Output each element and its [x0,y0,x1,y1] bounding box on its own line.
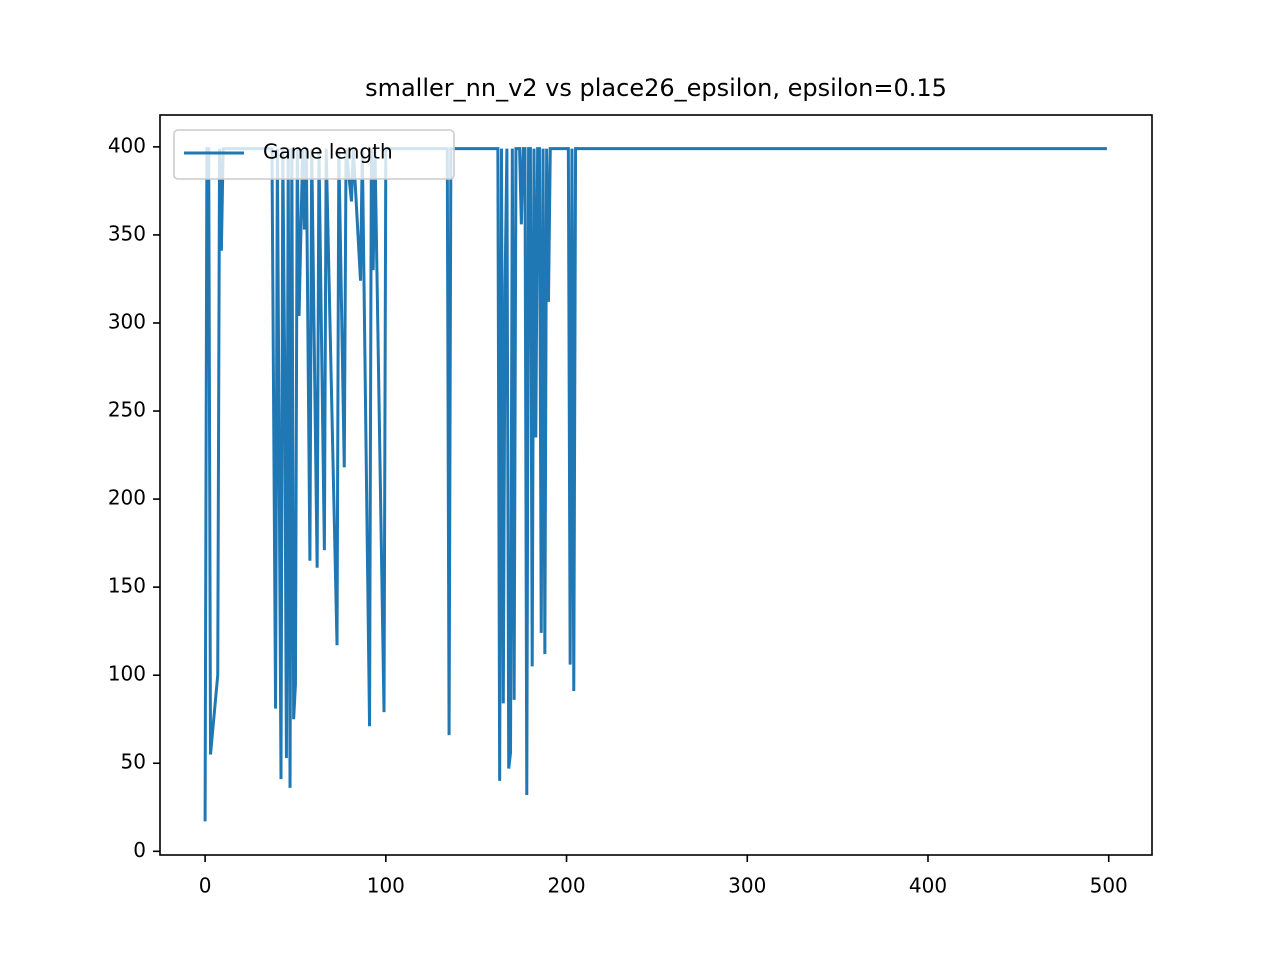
x-tick-label: 0 [199,874,212,898]
y-tick-label: 350 [108,221,146,245]
chart-title: smaller_nn_v2 vs place26_epsilon, epsilo… [365,74,947,102]
y-tick-label: 100 [108,662,146,686]
y-tick-label: 0 [133,838,146,862]
y-tick-label: 300 [108,309,146,333]
y-tick-label: 150 [108,574,146,598]
x-tick-label: 200 [547,874,585,898]
legend-frame [173,129,455,180]
plot-frame [159,114,1153,856]
y-tick-label: 200 [108,486,146,510]
x-tick-label: 400 [909,874,947,898]
y-tick-label: 50 [121,750,146,774]
x-tick-label: 500 [1090,874,1128,898]
legend-label: Game length [263,140,393,164]
y-tick-label: 250 [108,398,146,422]
x-tick-label: 300 [728,874,766,898]
data-line [203,147,1107,822]
x-tick-label: 100 [367,874,405,898]
y-tick-label: 400 [108,133,146,157]
